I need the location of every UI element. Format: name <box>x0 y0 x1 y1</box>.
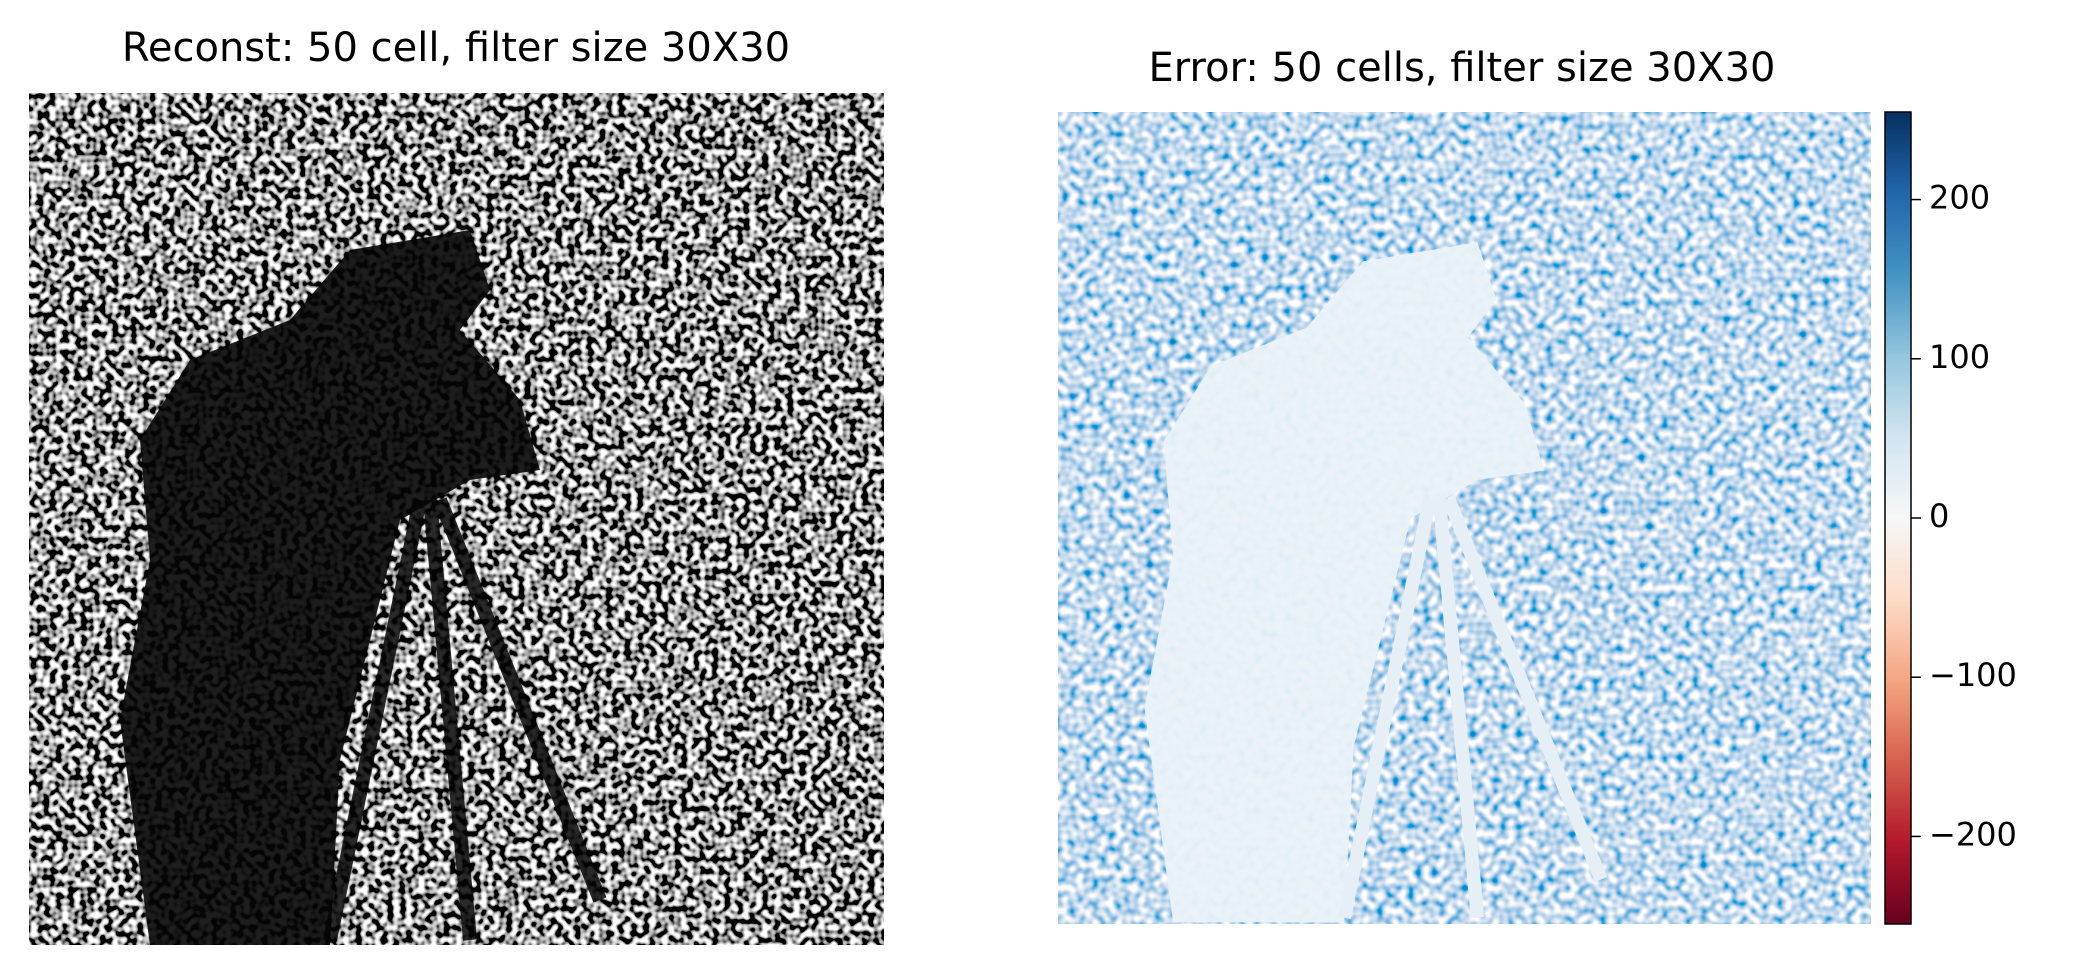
tripod <box>323 497 607 942</box>
colorbar-tick-label: 100 <box>1929 338 1990 376</box>
tripod <box>1337 496 1608 919</box>
left-title: Reconst: 50 cell, filter size 30X30 <box>122 25 790 71</box>
silhouette <box>120 230 540 945</box>
silhouette <box>1144 242 1544 923</box>
colorbar-tick-label: 200 <box>1929 179 1990 217</box>
colorbar <box>1884 111 1912 925</box>
error-image <box>1058 112 1871 924</box>
reconstruction-image <box>29 93 884 945</box>
colorbar-tick-label: 0 <box>1929 497 1949 535</box>
silhouette-group <box>1144 242 1608 923</box>
colorbar-tick-label: −100 <box>1929 656 2017 694</box>
right-title: Error: 50 cells, filter size 30X30 <box>1149 45 1776 91</box>
colorbar-tick-label: −200 <box>1929 815 2017 853</box>
